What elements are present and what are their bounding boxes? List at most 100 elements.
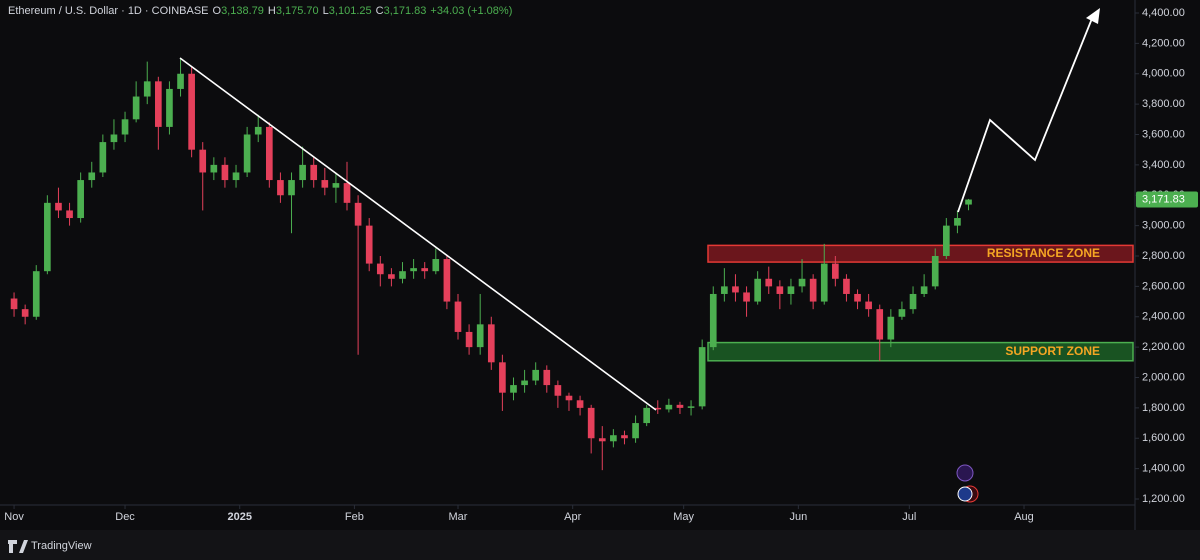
candle-body	[809, 278, 817, 302]
candle-body	[310, 164, 318, 181]
candle-body	[21, 309, 29, 317]
candle-body	[776, 286, 784, 294]
candle-body	[221, 164, 229, 181]
candle-body	[243, 134, 251, 173]
x-tick-label: Nov	[4, 511, 24, 523]
candle-body	[543, 369, 551, 386]
candle-body	[687, 406, 695, 408]
candle-body	[854, 293, 861, 302]
candle-body	[44, 202, 51, 272]
last-price-tag	[1136, 191, 1198, 208]
candle-body	[254, 126, 262, 135]
candle-body	[343, 183, 351, 203]
candle-body	[399, 271, 406, 279]
candle-body	[332, 183, 340, 188]
x-tick-label: May	[673, 511, 694, 523]
candle-body	[676, 404, 684, 408]
y-tick-label: 2,800.00	[1142, 250, 1185, 262]
plot	[10, 58, 1134, 471]
open: 3,138.79	[221, 5, 264, 17]
y-tick-label: 3,000.00	[1142, 220, 1185, 232]
candle-body	[521, 380, 528, 386]
candle-body	[510, 385, 517, 393]
candle-body	[665, 404, 673, 410]
candle-body	[743, 292, 750, 302]
candle-body	[898, 309, 906, 317]
x-tick-label: Jul	[902, 511, 916, 523]
event-icon[interactable]	[957, 486, 973, 502]
candle-body	[931, 256, 939, 287]
y-tick-label: 4,000.00	[1142, 68, 1185, 80]
header: Ethereum / U.S. Dollar · 1D · COINBASE O3…	[8, 5, 512, 17]
footer-bar	[0, 530, 1200, 560]
candle-body	[610, 435, 617, 442]
candle-body	[388, 274, 395, 279]
candle-body	[843, 278, 850, 294]
candle-body	[754, 278, 761, 302]
symbol: Ethereum / U.S. Dollar · 1D · COINBASE	[8, 5, 209, 17]
candle-body	[565, 395, 573, 401]
candle-body	[199, 149, 207, 173]
candle-body	[454, 301, 462, 332]
y-tick-label: 1,200.00	[1142, 493, 1185, 505]
candle-body	[576, 400, 584, 408]
candle-body	[88, 172, 96, 181]
candle-body	[232, 172, 240, 181]
x-tick-label: 2025	[227, 511, 251, 523]
candle-body	[465, 331, 473, 348]
candle-body	[798, 278, 806, 287]
candle-body	[321, 180, 329, 188]
candle-body	[421, 268, 429, 272]
trend-line	[179, 57, 657, 411]
y-tick-label: 1,600.00	[1142, 432, 1185, 444]
candle-body	[698, 347, 706, 407]
candle-body	[299, 164, 306, 181]
candle-body	[598, 438, 606, 442]
l-label: L	[323, 5, 329, 17]
candle-body	[487, 324, 495, 363]
candle-body	[32, 271, 40, 317]
candle-body	[376, 263, 384, 275]
y-tick-label: 1,400.00	[1142, 463, 1185, 475]
candle-body	[820, 263, 828, 302]
candle-body	[865, 301, 872, 310]
o-label: O	[213, 5, 222, 17]
candle-body	[942, 225, 950, 256]
candle-body	[887, 316, 895, 340]
candle-body	[654, 407, 662, 410]
candle-body	[721, 286, 728, 294]
candle-body	[709, 293, 717, 348]
candle-body	[587, 407, 595, 439]
candle-body	[765, 278, 773, 287]
candle-body	[920, 286, 928, 294]
candle-body	[188, 73, 195, 150]
candle-body	[66, 210, 73, 219]
y-tick-label: 3,600.00	[1142, 128, 1185, 140]
x-tick-label: Mar	[449, 511, 468, 523]
zone-label: RESISTANCE ZONE	[987, 246, 1100, 260]
x-tick-label: Dec	[115, 511, 135, 523]
candle-body	[77, 180, 84, 219]
candle-body	[277, 180, 284, 196]
candle-body	[177, 73, 184, 89]
candle-body	[410, 268, 417, 272]
candle-body	[476, 324, 484, 348]
candle-body	[365, 225, 373, 264]
candle-body	[954, 218, 961, 226]
candle-body	[354, 202, 362, 226]
y-tick-label: 1,800.00	[1142, 402, 1185, 414]
zone	[707, 341, 1134, 362]
y-tick-label: 2,000.00	[1142, 371, 1185, 383]
x-tick-label: Jun	[789, 511, 807, 523]
event-icon[interactable]	[956, 464, 974, 482]
candle-body	[143, 81, 151, 97]
candle-body	[643, 407, 650, 424]
candle-body	[121, 119, 129, 135]
x-tick-label: Aug	[1014, 511, 1034, 523]
y-tick-label: 3,400.00	[1142, 159, 1185, 171]
candle-body	[265, 126, 273, 181]
brand-logo	[8, 540, 28, 553]
y-tick-label: 3,800.00	[1142, 98, 1185, 110]
